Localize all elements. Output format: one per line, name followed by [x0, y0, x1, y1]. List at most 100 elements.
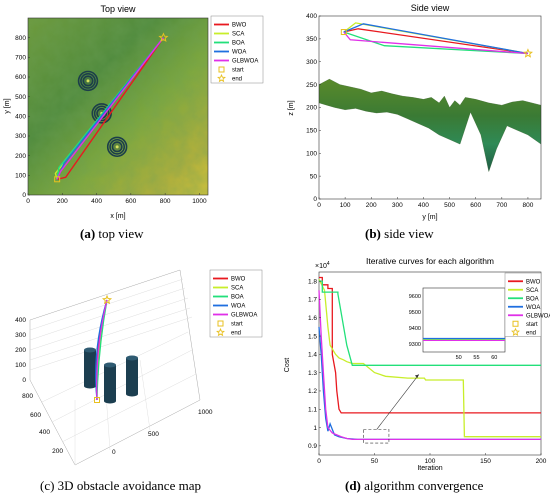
top-view-ylabel: y [m] — [4, 98, 11, 113]
3d-xtick: 1000 — [198, 409, 213, 416]
top-xtick: 400 — [91, 198, 102, 205]
side-view-ylabel: z [m] — [288, 100, 295, 115]
top-ytick: 0 — [22, 192, 26, 199]
legend-label-woa: WOA — [231, 304, 245, 310]
side-view-title: Side view — [411, 3, 450, 13]
legend-label-sca: SCA — [232, 32, 244, 38]
3d-ztick: 100 — [15, 362, 26, 369]
obstacle-cap — [126, 355, 138, 361]
side-path-boa — [343, 31, 528, 55]
convergence-exponent: ×104 — [315, 261, 330, 270]
3d-xtick: 500 — [148, 431, 159, 438]
legend-label-bwo: BWO — [232, 23, 247, 29]
convergence-title: Iterative curves for each algorithm — [366, 256, 494, 266]
legend-label-boa: BOA — [526, 296, 539, 302]
conv-line-boa — [319, 280, 541, 366]
conv-ytick: 1.5 — [308, 333, 317, 340]
top-xtick: 800 — [160, 198, 171, 205]
side-view-terrain — [319, 78, 541, 173]
convergence-chart: Iterative curves for each algorithm ×104… — [284, 256, 550, 472]
3d-ztick: 300 — [15, 332, 26, 339]
obstacle-3d-chart: 0 100 200 300 400 0 500 1000 200 400 600 800 BWO SCA… — [15, 269, 263, 466]
caption-d-letter: (d) — [345, 478, 361, 493]
obstacle-ring — [77, 70, 99, 92]
inset-ytick: 9400 — [409, 326, 421, 332]
top-ytick: 800 — [15, 35, 26, 42]
top-xtick: 1000 — [192, 198, 207, 205]
legend-label-end: end — [526, 330, 536, 336]
3d-ytick: 400 — [39, 429, 50, 436]
side-ytick: 300 — [306, 59, 317, 66]
conv-ytick: 1.6 — [308, 315, 317, 322]
legend-end-marker — [511, 327, 520, 337]
legend-label-start: start — [526, 322, 538, 328]
legend-label-boa: BOA — [231, 295, 244, 301]
side-path-bwo — [343, 28, 528, 55]
legend-start-marker — [512, 320, 519, 327]
caption-d-text: algorithm convergence — [360, 478, 484, 493]
conv-ytick: 1.8 — [308, 278, 317, 285]
side-path-glbwoa — [343, 31, 528, 55]
conv-xtick: 100 — [425, 458, 436, 465]
inset-ytick: 9500 — [409, 310, 421, 316]
conv-xtick: 200 — [536, 458, 547, 465]
legend-label-end: end — [232, 77, 242, 83]
legend-label-glbwoa: GLBWOA — [526, 313, 550, 319]
side-view-xlabel: y [m] — [422, 214, 437, 221]
legend-label-bwo: BWO — [231, 277, 246, 283]
caption-b-text: side view — [380, 226, 434, 241]
legend-label-start: start — [231, 322, 243, 328]
legend-label-start: start — [232, 68, 244, 74]
legend-start-marker — [217, 320, 224, 327]
convergence-exponent-base: ×10 — [315, 263, 327, 270]
3d-legend: BWO SCA BOA WOA GLBWOA start end — [209, 269, 263, 338]
inset-plot-area — [422, 287, 506, 353]
legend-label-woa: WOA — [232, 50, 246, 56]
inset-xtick: 55 — [473, 355, 479, 361]
start-marker — [54, 176, 61, 183]
side-path-woa — [343, 23, 529, 55]
inset-ytick: 9300 — [409, 342, 421, 348]
conv-line-sca — [318, 279, 541, 438]
inset-xtick: 60 — [491, 355, 497, 361]
inset-xtick: 50 — [456, 355, 462, 361]
caption-d: (d) algorithm convergence — [345, 478, 483, 494]
conv-line-bwo — [319, 276, 541, 414]
3d-ytick: 800 — [22, 393, 33, 400]
top-xtick: 0 — [26, 198, 30, 205]
side-xtick: 0 — [317, 202, 321, 209]
caption-a: (a) top view — [80, 226, 144, 242]
legend-box — [504, 272, 542, 337]
top-view-xlabel: x [m] — [110, 213, 125, 220]
legend-start-marker — [218, 66, 225, 73]
conv-ytick: 1.1 — [308, 406, 317, 413]
legend-label-bwo: BWO — [526, 279, 541, 285]
obstacle-cap — [104, 362, 116, 368]
obstacle-ring — [109, 138, 126, 155]
conv-ytick: 1.3 — [308, 370, 317, 377]
legend-label-glbwoa: GLBWOA — [231, 313, 257, 319]
conv-xtick: 150 — [480, 458, 491, 465]
conv-ytick: 0.9 — [308, 443, 317, 450]
legend-label-end: end — [231, 331, 241, 337]
top-ytick: 100 — [15, 173, 26, 180]
caption-a-letter: (a) — [80, 226, 96, 241]
convergence-xlabel: Iteration — [417, 465, 442, 472]
conv-line-glbwoa — [318, 290, 541, 441]
3d-start-marker — [94, 397, 100, 403]
top-view-chart: Top view 0 200 400 600 800 1000 0 100 200 300 400 5… — [4, 4, 264, 220]
3d-xtick: 0 — [112, 449, 116, 456]
3d-ztick: 400 — [15, 317, 26, 324]
3d-ytick: 600 — [30, 412, 41, 419]
top-ytick: 500 — [15, 94, 26, 101]
legend-label-glbwoa: GLBWOA — [232, 59, 258, 65]
top-view-legend: BWO SCA BOA WOA GLBWOA start end — [210, 15, 264, 84]
side-xtick: 500 — [444, 202, 455, 209]
side-xtick: 600 — [470, 202, 481, 209]
zoom-arrow — [376, 374, 420, 430]
top-xtick: 600 — [125, 198, 136, 205]
3d-end-marker — [101, 294, 113, 305]
obstacle-ring — [106, 136, 128, 158]
legend-label-sca: SCA — [526, 288, 538, 294]
obstacle-center — [86, 79, 90, 83]
